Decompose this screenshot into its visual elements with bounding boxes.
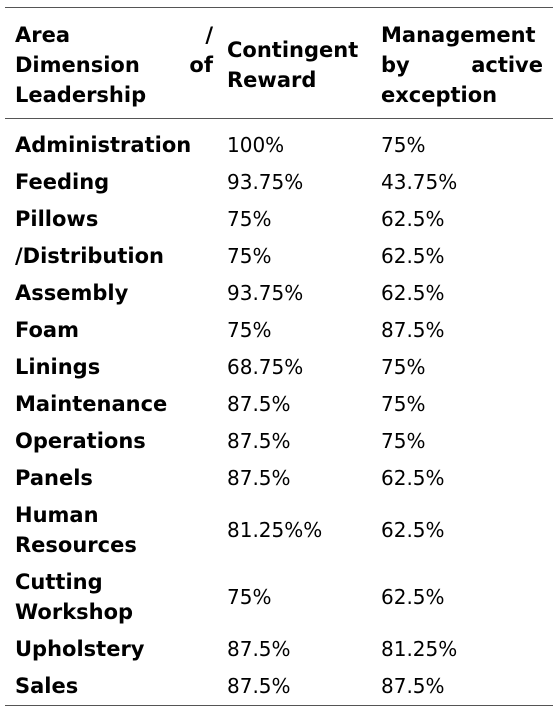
management-by-exception-cell: 62.5% <box>381 207 445 231</box>
management-by-exception-cell: 87.5% <box>381 674 445 698</box>
table-row: Linings 68.75% 75% <box>5 349 553 386</box>
contingent-reward-cell: 81.25%% <box>227 518 323 542</box>
area-cell: Assembly <box>15 281 129 305</box>
contingent-reward-cell: 93.75% <box>227 170 304 194</box>
management-by-exception-cell: 75% <box>381 133 426 157</box>
table-body: Administration 100% 75% Feeding 93.75% 43.75%… <box>5 119 553 706</box>
area-cell: Sales <box>15 674 79 698</box>
header-area-dimension: Area / Dimension of Leadership <box>15 23 213 107</box>
area-cell: Cutting Workshop <box>15 570 134 624</box>
table-row: Feeding 93.75% 43.75% <box>5 164 553 201</box>
contingent-reward-cell: 75% <box>227 318 272 342</box>
contingent-reward-cell: 87.5% <box>227 466 291 490</box>
table-row: Administration 100% 75% <box>5 119 553 164</box>
area-cell: Operations <box>15 429 146 453</box>
management-by-exception-cell: 75% <box>381 392 426 416</box>
table-row: Panels 87.5% 62.5% <box>5 460 553 497</box>
management-by-exception-cell: 62.5% <box>381 585 445 609</box>
area-cell: Linings <box>15 355 101 379</box>
table-row: Operations 87.5% 75% <box>5 423 553 460</box>
table-row: Pillows 75% 62.5% <box>5 201 553 238</box>
area-cell: Panels <box>15 466 93 490</box>
table-row: Human Resources 81.25%% 62.5% <box>5 497 553 564</box>
contingent-reward-cell: 87.5% <box>227 674 291 698</box>
header-contingent-reward: Contingent Reward <box>227 38 359 92</box>
management-by-exception-cell: 75% <box>381 429 426 453</box>
contingent-reward-cell: 100% <box>227 133 285 157</box>
contingent-reward-cell: 87.5% <box>227 392 291 416</box>
management-by-exception-cell: 62.5% <box>381 244 445 268</box>
management-by-exception-cell: 62.5% <box>381 466 445 490</box>
contingent-reward-cell: 75% <box>227 207 272 231</box>
header-management-by-exception: Management by active exception <box>381 23 543 107</box>
area-cell: Pillows <box>15 207 99 231</box>
table-row: Assembly 93.75% 62.5% <box>5 275 553 312</box>
management-by-exception-cell: 62.5% <box>381 281 445 305</box>
management-by-exception-cell: 87.5% <box>381 318 445 342</box>
area-cell: Administration <box>15 133 192 157</box>
leadership-table-container: Area / Dimension of Leadership Contingen… <box>5 7 553 706</box>
table-row: Cutting Workshop 75% 62.5% <box>5 564 553 631</box>
table-row: /Distribution 75% 62.5% <box>5 238 553 275</box>
management-by-exception-cell: 43.75% <box>381 170 458 194</box>
contingent-reward-cell: 93.75% <box>227 281 304 305</box>
table-row: Foam 75% 87.5% <box>5 312 553 349</box>
header-row: Area / Dimension of Leadership Contingen… <box>5 7 553 119</box>
table-row: Maintenance 87.5% 75% <box>5 386 553 423</box>
contingent-reward-cell: 87.5% <box>227 637 291 661</box>
area-cell: Feeding <box>15 170 110 194</box>
area-cell: /Distribution <box>15 244 164 268</box>
area-cell: Human Resources <box>15 503 137 557</box>
table-row: Upholstery 87.5% 81.25% <box>5 631 553 668</box>
contingent-reward-cell: 68.75% <box>227 355 304 379</box>
management-by-exception-cell: 75% <box>381 355 426 379</box>
contingent-reward-cell: 87.5% <box>227 429 291 453</box>
contingent-reward-cell: 75% <box>227 585 272 609</box>
leadership-table: Area / Dimension of Leadership Contingen… <box>5 7 553 706</box>
contingent-reward-cell: 75% <box>227 244 272 268</box>
management-by-exception-cell: 62.5% <box>381 518 445 542</box>
area-cell: Foam <box>15 318 79 342</box>
table-row: Sales 87.5% 87.5% <box>5 668 553 706</box>
area-cell: Upholstery <box>15 637 145 661</box>
table-header: Area / Dimension of Leadership Contingen… <box>5 7 553 119</box>
area-cell: Maintenance <box>15 392 168 416</box>
management-by-exception-cell: 81.25% <box>381 637 458 661</box>
